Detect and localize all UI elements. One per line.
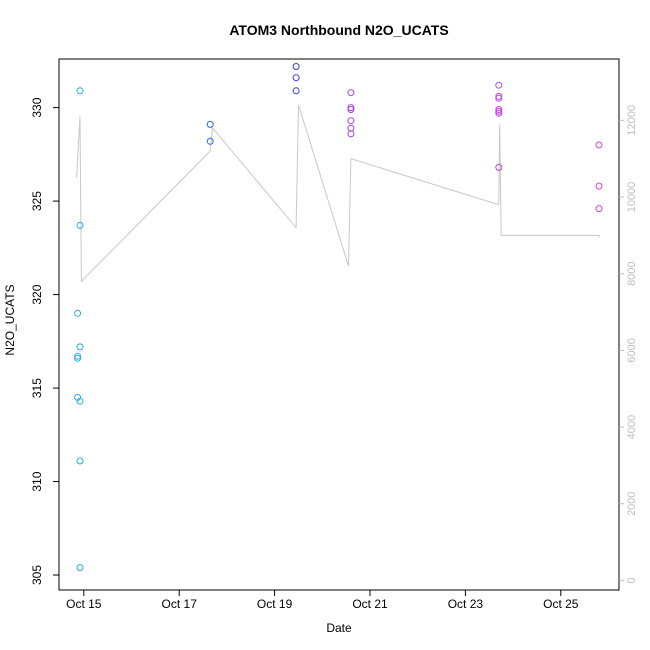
- x-axis-label: Date: [326, 621, 352, 635]
- data-point-3: [76, 343, 84, 351]
- y-tick-label-2: 315: [30, 378, 44, 398]
- y2-tick-label-4: 8000: [626, 261, 638, 285]
- x-tick-label-2: Oct 19: [257, 597, 293, 611]
- y-axis: 305 310 315 320 325 330: [30, 97, 59, 585]
- data-point-15: [347, 89, 355, 97]
- data-point-8: [76, 457, 84, 465]
- data-point-14: [292, 87, 300, 95]
- y-tick-label-0: 305: [30, 565, 44, 585]
- y-tick-label-1: 310: [30, 471, 44, 491]
- y2-tick-label-3: 6000: [626, 338, 638, 362]
- x-tick-label-3: Oct 21: [352, 597, 388, 611]
- data-point-28: [595, 141, 603, 149]
- y2-axis: 0 2000 4000 6000 8000 10000 12000: [619, 105, 638, 583]
- y2-tick-label-0: 0: [626, 577, 638, 583]
- data-point-10: [206, 120, 214, 128]
- data-point-16: [347, 104, 355, 112]
- y2-tick-label-5: 10000: [626, 182, 638, 213]
- altitude-line: [76, 104, 601, 283]
- chart-title: ATOM3 Northbound N2O_UCATS: [229, 22, 448, 38]
- x-tick-label-1: Oct 17: [162, 597, 198, 611]
- data-point-20: [347, 130, 355, 138]
- y-tick-label-3: 320: [30, 284, 44, 304]
- data-point-2: [74, 309, 82, 317]
- data-point-7: [76, 397, 84, 405]
- x-tick-label-0: Oct 15: [66, 597, 102, 611]
- data-point-13: [292, 74, 300, 82]
- y-tick-label-4: 325: [30, 191, 44, 211]
- x-tick-label-5: Oct 25: [543, 597, 579, 611]
- data-point-1: [76, 221, 84, 229]
- y2-tick-label-2: 4000: [626, 415, 638, 439]
- y2-tick-label-1: 2000: [626, 491, 638, 515]
- data-point-22: [495, 92, 503, 100]
- data-point-5: [74, 354, 82, 362]
- data-point-6: [74, 393, 82, 401]
- y2-tick-label-6: 12000: [626, 105, 638, 136]
- data-point-4: [74, 352, 82, 360]
- data-point-21: [495, 81, 503, 89]
- points-layer: [74, 63, 603, 572]
- data-point-29: [595, 182, 603, 190]
- data-point-30: [595, 205, 603, 213]
- y-axis-label: N2O_UCATS: [3, 284, 17, 355]
- data-point-18: [347, 117, 355, 125]
- data-point-12: [292, 63, 300, 70]
- data-point-17: [347, 106, 355, 113]
- data-point-24: [495, 106, 503, 113]
- altitude-layer: [76, 104, 601, 283]
- y-tick-label-5: 330: [30, 97, 44, 117]
- data-point-9: [76, 564, 84, 572]
- data-point-11: [206, 137, 214, 145]
- x-axis: Oct 15 Oct 17 Oct 19 Oct 21 Oct 23 Oct 25: [66, 590, 579, 611]
- data-point-23: [495, 94, 503, 102]
- data-point-0: [76, 87, 84, 95]
- x-tick-label-4: Oct 23: [448, 597, 484, 611]
- data-point-26: [495, 109, 503, 117]
- data-point-27: [495, 163, 503, 171]
- plot-frame: [58, 58, 620, 591]
